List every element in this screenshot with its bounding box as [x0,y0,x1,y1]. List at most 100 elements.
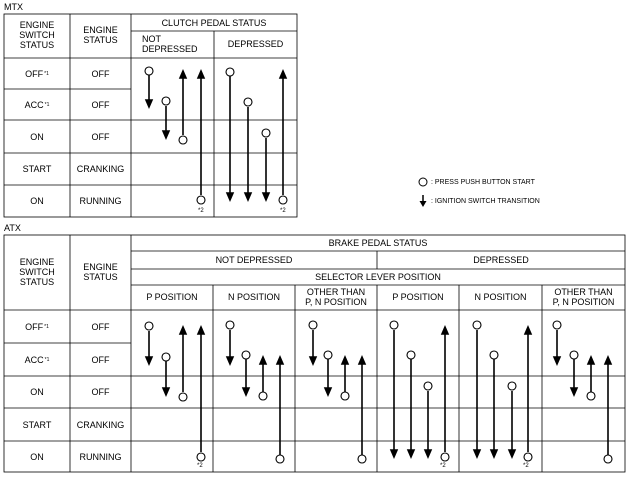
up-arrow-icon [275,354,285,365]
mtx-header-engine-switch: ENGINE SWITCH STATUS [19,20,55,50]
atx-header-engine-switch: ENGINE SWITCH STATUS [19,257,55,287]
mtx-col-not-depressed: NOT DEPRESSED [142,34,198,54]
atx-note-d-n: *2 [523,463,529,469]
down-arrow-icon [225,356,235,367]
atx-row-engine: OFF [91,387,110,397]
down-arrow-icon [161,387,171,398]
atx-row-engine: CRANKING [76,419,125,430]
down-arrow-icon [241,387,251,398]
circle-icon [418,177,428,187]
circle-icon [275,454,285,464]
atx-col-depressed: DEPRESSED [473,255,529,265]
circle-icon [178,392,188,402]
atx-row-switch: ON [30,451,44,462]
mtx-col-depressed: DEPRESSED [227,39,284,49]
atx-pos-p-depressed: P POSITION [392,292,444,302]
up-arrow-icon [357,354,367,365]
circle-icon [472,320,482,330]
down-arrow-icon [261,192,271,203]
down-arrow-icon [225,192,235,203]
legend-arrow-label: : IGNITION SWITCH TRANSITION [431,197,540,205]
down-arrow-icon [552,356,562,367]
down-arrow-icon [389,449,399,460]
circle-icon [423,381,433,391]
mtx-header-engine-status: ENGINE STATUS [83,25,118,45]
circle-icon [241,350,251,360]
mtx-title: MTX [4,2,23,12]
circle-icon [406,350,416,360]
up-arrow-icon [440,324,450,335]
mtx-row-switch: START [22,164,52,174]
circle-icon [489,350,499,360]
mtx-row-switch: ON [30,131,44,142]
atx-header-engine-status: ENGINE STATUS [83,262,118,282]
circle-icon [161,352,171,362]
atx-row-switch: START [22,419,52,430]
down-arrow-icon [144,99,154,110]
circle-icon [357,454,367,464]
circle-icon [340,391,350,401]
circle-icon [225,67,235,77]
up-arrow-icon [278,68,288,79]
mtx-header-clutch: CLUTCH PEDAL STATUS [161,17,267,28]
atx-col-not-depressed: NOT DEPRESSED [215,255,293,265]
atx-pos-other-depressed: OTHER THAN P, N POSITION [552,287,615,307]
mtx-row-engine: OFF [91,99,110,110]
down-arrow-icon [489,449,499,460]
down-arrow-icon [569,387,579,398]
circle-icon [161,96,171,106]
atx-note-d-p: *2 [440,463,446,469]
circle-icon [569,350,579,360]
legend-circle-label: : PRESS PUSH BUTTON START [431,178,535,186]
circle-icon [144,66,154,76]
up-arrow-icon [523,324,533,335]
mtx-row-switch: ACC *1 [24,99,50,110]
up-arrow-icon [196,324,206,335]
mtx-row-engine: RUNNING [79,196,122,206]
up-arrow-icon [178,324,188,335]
down-arrow-icon [243,192,253,203]
down-arrow-icon [507,449,517,460]
mtx-row-switch: OFF *1 [25,68,49,79]
atx-row-engine: OFF [91,354,110,365]
circle-icon [440,452,450,462]
circle-icon [196,452,206,462]
circle-icon [196,195,206,205]
down-arrow-icon [472,449,482,460]
circle-icon [507,381,517,391]
legend-arrow: : IGNITION SWITCH TRANSITION [418,195,540,207]
circle-icon [258,391,268,401]
circle-icon [523,452,533,462]
down-arrow-icon [323,387,333,398]
circle-icon [603,454,613,464]
atx-pos-p: P POSITION [146,292,198,302]
circle-icon [144,321,154,331]
mtx-row-switch: ON [30,196,44,206]
up-arrow-icon [603,354,613,365]
atx-row-switch: OFF *1 [25,321,49,332]
mtx-row-engine: CRANKING [76,164,125,174]
atx-note-nd-p: *2 [197,463,203,469]
mtx-note-depressed: *2 [280,208,286,214]
atx-pos-n-depressed: N POSITION [474,292,527,302]
mtx-row-engine: OFF [91,68,110,79]
circle-icon [278,195,288,205]
up-arrow-icon [258,354,268,365]
atx-pos-other: OTHER THAN P, N POSITION [305,287,367,307]
atx-header-brake: BRAKE PEDAL STATUS [328,238,428,248]
down-arrow-icon [406,449,416,460]
down-arrow-icon [161,130,171,141]
up-arrow-icon [178,68,188,79]
circle-icon [308,320,318,330]
circle-icon [552,320,562,330]
circle-icon [225,320,235,330]
atx-row-switch: ACC *1 [24,354,50,365]
legend-circle: : PRESS PUSH BUTTON START [418,177,535,187]
atx-title: ATX [4,223,21,233]
up-arrow-icon [586,354,596,365]
up-arrow-icon [340,354,350,365]
down-arrow-icon [423,449,433,460]
mtx-note-not-depressed: *2 [198,208,204,214]
atx-selector-header: SELECTOR LEVER POSITION [315,272,441,282]
